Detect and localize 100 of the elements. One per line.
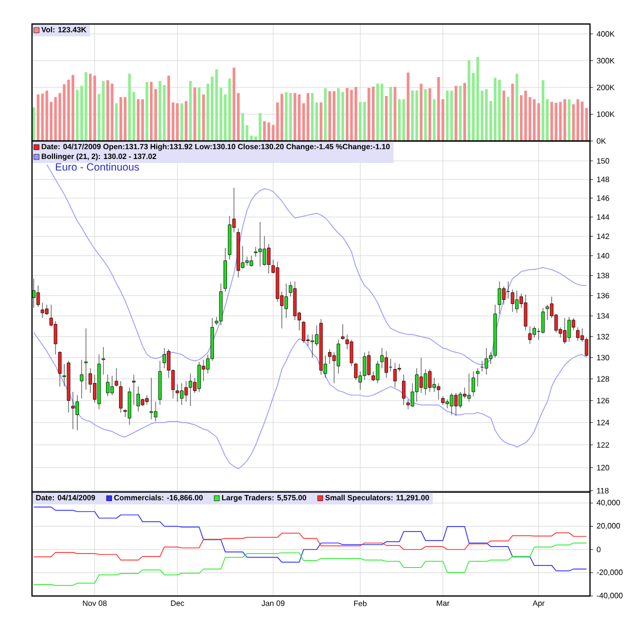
bar xyxy=(358,102,362,141)
bar xyxy=(141,99,144,141)
bar xyxy=(411,90,414,141)
bar xyxy=(516,74,518,141)
bar xyxy=(324,88,327,141)
bar xyxy=(150,82,153,141)
bar xyxy=(180,103,184,141)
bar xyxy=(193,87,196,141)
bar xyxy=(432,99,436,141)
bar xyxy=(146,82,148,141)
candlestick xyxy=(80,360,84,399)
candlestick xyxy=(524,294,528,331)
bar xyxy=(162,85,166,141)
bar xyxy=(476,56,480,141)
bar xyxy=(315,102,318,141)
candlestick xyxy=(262,236,266,266)
bar xyxy=(115,103,118,141)
candlestick xyxy=(354,362,358,380)
bar xyxy=(263,121,266,141)
bar xyxy=(506,96,510,141)
bar xyxy=(350,90,353,141)
bar xyxy=(458,86,462,141)
bar xyxy=(54,97,57,141)
bar xyxy=(468,60,470,141)
bar xyxy=(76,90,79,141)
bar xyxy=(206,84,210,141)
bar xyxy=(428,88,432,141)
bar xyxy=(41,94,44,141)
bar xyxy=(550,102,554,141)
candlestick xyxy=(576,327,580,341)
candlestick xyxy=(66,360,70,413)
text: Euro - Continuous xyxy=(56,162,139,171)
bar xyxy=(93,76,96,141)
bar xyxy=(320,102,322,141)
bar xyxy=(298,94,301,141)
bar xyxy=(446,90,449,141)
bar xyxy=(289,93,292,141)
bar xyxy=(167,76,170,141)
bar xyxy=(32,107,36,141)
bar xyxy=(415,90,418,141)
bar xyxy=(424,89,427,141)
bar xyxy=(576,99,580,141)
bar xyxy=(542,80,544,141)
candlestick xyxy=(467,373,471,402)
candlestick xyxy=(114,368,118,387)
bar xyxy=(332,91,336,141)
candlestick xyxy=(128,387,132,426)
bar xyxy=(498,80,501,141)
candlestick xyxy=(441,396,445,406)
candlestick xyxy=(476,368,480,387)
candlestick xyxy=(245,256,249,266)
bar xyxy=(267,122,270,141)
bar xyxy=(532,99,536,141)
bar xyxy=(450,90,453,141)
bar xyxy=(198,87,200,141)
candlestick xyxy=(454,392,458,416)
candlestick xyxy=(276,261,280,302)
bar xyxy=(402,99,406,141)
bar xyxy=(563,99,566,141)
bar xyxy=(45,90,48,141)
bar xyxy=(119,97,122,141)
bar xyxy=(463,82,466,141)
bar xyxy=(437,76,440,141)
candlestick xyxy=(362,352,366,380)
candlestick xyxy=(188,373,192,406)
candlestick xyxy=(176,384,180,402)
candlestick xyxy=(258,222,262,267)
bar xyxy=(110,84,114,141)
bar xyxy=(154,89,157,141)
candlestick xyxy=(510,289,514,312)
bar xyxy=(258,113,262,141)
candlestick xyxy=(58,351,62,387)
candlestick xyxy=(184,380,188,402)
bar xyxy=(537,103,540,141)
candlestick xyxy=(402,374,406,406)
bar xyxy=(380,84,384,141)
candlestick xyxy=(319,318,323,375)
bar xyxy=(389,86,392,141)
bar xyxy=(384,96,388,141)
bar xyxy=(189,81,192,141)
bar xyxy=(241,113,244,141)
candlestick xyxy=(102,346,106,375)
bar xyxy=(228,78,231,141)
bar xyxy=(420,84,422,141)
candlestick xyxy=(219,283,223,326)
bar xyxy=(328,91,332,141)
bar xyxy=(232,68,236,141)
bar xyxy=(158,81,162,141)
bar xyxy=(363,102,366,141)
bar xyxy=(280,94,284,141)
bar xyxy=(310,93,314,141)
bar xyxy=(454,86,458,141)
bar xyxy=(136,99,140,141)
bar xyxy=(84,72,88,141)
bar xyxy=(368,88,370,141)
bar xyxy=(354,86,358,141)
bar xyxy=(337,88,340,141)
candlestick xyxy=(71,392,75,430)
bar xyxy=(406,72,410,141)
candlestick xyxy=(284,283,288,318)
